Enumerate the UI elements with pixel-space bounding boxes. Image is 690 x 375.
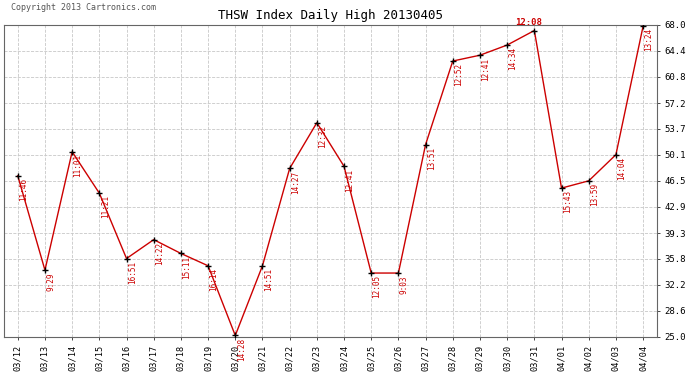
Text: 11:21: 11:21 (101, 195, 110, 219)
Text: 11:01: 11:01 (74, 154, 83, 177)
Text: 14:51: 14:51 (264, 268, 273, 291)
Text: 14:27: 14:27 (291, 171, 300, 194)
Text: 11:46: 11:46 (19, 178, 28, 201)
Text: 16:14: 16:14 (210, 268, 219, 291)
Text: 15:11: 15:11 (182, 256, 191, 279)
Text: 14:22: 14:22 (155, 242, 164, 265)
Text: 12:32: 12:32 (318, 125, 327, 148)
Text: 12:41: 12:41 (482, 57, 491, 81)
Text: 14:34: 14:34 (509, 47, 518, 70)
Text: 13:51: 13:51 (427, 147, 436, 170)
Text: 9:03: 9:03 (400, 275, 408, 294)
Text: 14:28: 14:28 (237, 338, 246, 361)
Text: 13:59: 13:59 (590, 183, 599, 206)
Text: 16:51: 16:51 (128, 261, 137, 284)
Text: 14:04: 14:04 (618, 157, 627, 180)
Text: 15:43: 15:43 (563, 190, 572, 213)
Text: 12:05: 12:05 (373, 275, 382, 298)
Text: 13:24: 13:24 (644, 28, 653, 51)
Title: THSW Index Daily High 20130405: THSW Index Daily High 20130405 (218, 9, 443, 22)
Text: 12:08: 12:08 (515, 18, 542, 27)
Text: 9:29: 9:29 (46, 272, 55, 291)
Text: 12:41: 12:41 (346, 168, 355, 192)
Text: 12:52: 12:52 (454, 63, 463, 86)
Text: Copyright 2013 Cartronics.com: Copyright 2013 Cartronics.com (10, 3, 156, 12)
